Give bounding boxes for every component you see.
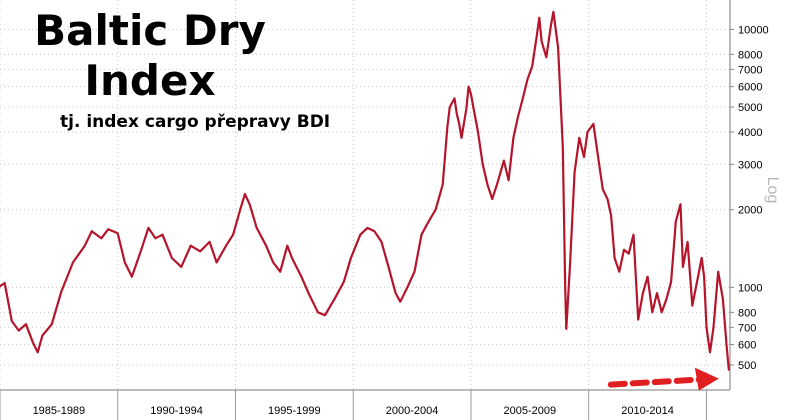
arrow-head <box>694 367 719 391</box>
y-tick-label: 8000 <box>738 49 762 61</box>
y-tick-label: 1000 <box>738 282 762 294</box>
y-axis-label: Log <box>764 177 781 204</box>
x-period-label: 1985-1989 <box>33 405 86 417</box>
y-tick-label: 700 <box>738 322 756 334</box>
y-tick-label: 10000 <box>738 24 769 36</box>
chart-title-line-1: Baltic Dry <box>34 6 266 55</box>
x-period-label: 2005-2009 <box>504 405 557 417</box>
y-tick-label: 800 <box>738 307 756 319</box>
chart-subtitle: tj. index cargo přepravy BDI <box>60 112 331 132</box>
y-axis-ticks: 500 600 700 800 1000 2000 3000 4000 5000 6000 7000… <box>729 0 769 390</box>
y-tick-label: 5000 <box>738 102 762 114</box>
x-axis-periods: 1985-1989 1990-1994 1995-1999 2000-2004 2005… <box>0 389 730 420</box>
x-period-label: 2000-2004 <box>386 405 439 417</box>
y-tick-label: 6000 <box>738 82 762 94</box>
y-tick-label: 3000 <box>738 159 762 171</box>
series-line-bdi <box>0 10 730 371</box>
y-tick-label: 7000 <box>738 64 762 76</box>
y-tick-label: 4000 <box>738 127 762 139</box>
chart-title: Baltic Dry Index <box>30 6 270 106</box>
x-period-label: 1995-1999 <box>268 405 321 417</box>
y-tick-label: 500 <box>738 360 756 372</box>
annotation-arrow <box>607 367 719 391</box>
chart-title-line-2: Index <box>84 56 216 105</box>
y-tick-label: 2000 <box>738 205 762 217</box>
x-period-label: 1990-1994 <box>150 405 203 417</box>
y-tick-label: 600 <box>738 340 756 352</box>
x-period-label: 2010-2014 <box>621 405 674 417</box>
arrow-shaft <box>607 376 702 388</box>
